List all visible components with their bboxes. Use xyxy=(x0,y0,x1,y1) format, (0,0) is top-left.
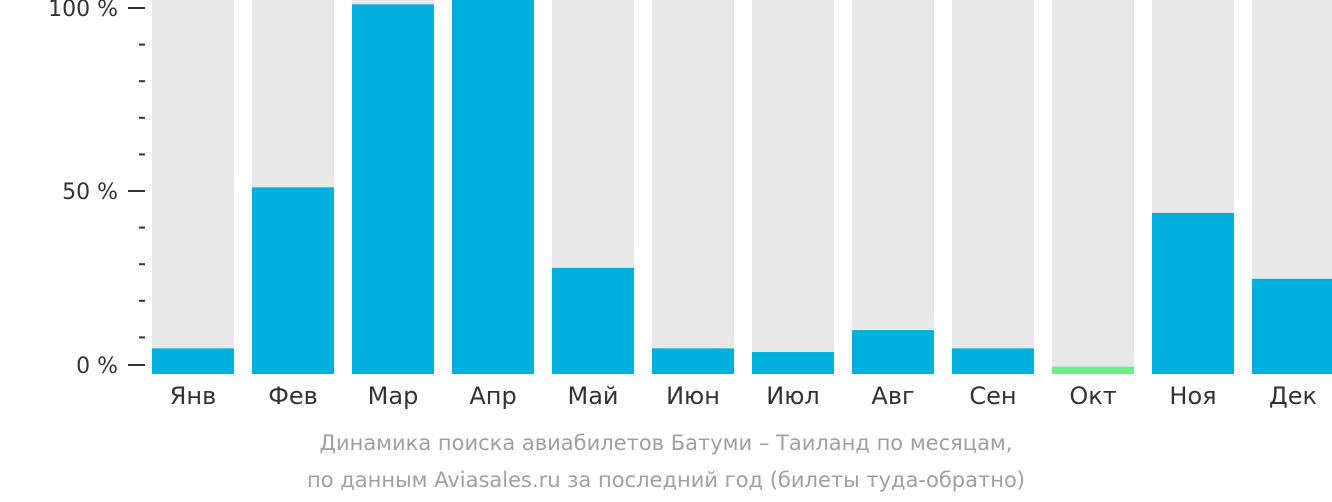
bar-3 xyxy=(352,4,434,375)
background-bar xyxy=(1052,0,1134,374)
bar-9 xyxy=(952,348,1034,374)
x-tick-label: Май xyxy=(567,382,618,410)
background-bar xyxy=(852,0,934,374)
background-bar xyxy=(952,0,1034,374)
x-axis-labels: Янв Фев Мар Апр Май Июн Июл Авг Сен Окт Ноя Дек xyxy=(170,382,1317,410)
x-tick-label: Ноя xyxy=(1169,382,1216,410)
chart-caption-line-2: по данным Aviasales.ru за последний год … xyxy=(307,468,1025,492)
bar-6 xyxy=(652,348,734,374)
bar-12 xyxy=(1252,278,1332,374)
x-tick-label: Фев xyxy=(268,382,318,410)
y-tick-label: 0 % xyxy=(76,354,118,379)
bar-2 xyxy=(252,187,334,374)
background-bar xyxy=(152,0,234,374)
x-tick-label: Июл xyxy=(766,382,820,410)
y-tick-label: 50 % xyxy=(62,180,118,205)
x-tick-label: Окт xyxy=(1069,382,1116,410)
bar-1 xyxy=(152,348,234,374)
x-tick-label: Мар xyxy=(368,382,419,410)
background-bar xyxy=(752,0,834,374)
x-tick-label: Апр xyxy=(469,382,516,410)
bar-5 xyxy=(552,267,634,374)
x-tick-label: Сен xyxy=(969,382,1016,410)
x-tick-label: Авг xyxy=(871,382,914,410)
x-tick-label: Дек xyxy=(1269,382,1317,410)
bar-chart: 0 % 50 % 100 % Янв Фев Мар Апр Май Июн Июл Авг Сен… xyxy=(48,0,1332,410)
bar-4 xyxy=(452,0,534,374)
bar-11 xyxy=(1152,212,1234,374)
chart-caption-line-1: Динамика поиска авиабилетов Батуми – Таи… xyxy=(319,431,1013,455)
x-tick-label: Июн xyxy=(666,382,720,410)
bar-10 xyxy=(1052,366,1134,374)
data-bars xyxy=(152,0,1332,375)
background-bar xyxy=(652,0,734,374)
bar-7 xyxy=(752,352,834,374)
y-tick-label: 100 % xyxy=(48,0,118,22)
x-tick-label: Янв xyxy=(170,382,217,410)
bar-8 xyxy=(852,330,934,374)
y-axis: 0 % 50 % 100 % xyxy=(48,0,145,379)
